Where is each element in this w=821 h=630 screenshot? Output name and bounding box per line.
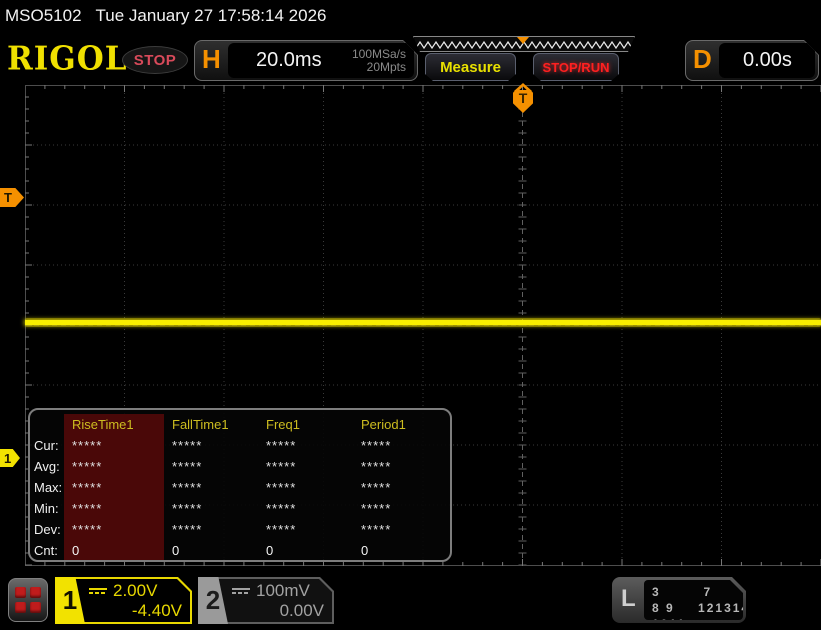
channel2-scale: 100mV — [256, 580, 310, 600]
measurement-value: ***** — [172, 501, 203, 516]
measurement-value: ***** — [361, 480, 392, 495]
run-state-badge[interactable]: STOP — [122, 46, 188, 74]
horizontal-label: H — [202, 44, 221, 74]
trigger-level-marker[interactable]: T — [0, 188, 24, 207]
measurement-value: ***** — [172, 459, 203, 474]
measurement-value: ***** — [266, 501, 297, 516]
measurement-value: ***** — [361, 459, 392, 474]
measurement-header[interactable]: Period1 — [361, 417, 406, 432]
measurement-value: ***** — [361, 501, 392, 516]
measurement-value: ***** — [361, 438, 392, 453]
measurement-row-dev: Dev: ***** ***** ***** ***** — [32, 519, 450, 540]
channel1-trace — [25, 318, 821, 327]
timebase-display[interactable]: 20.0ms 100MSa/s 20Mpts — [228, 43, 414, 78]
memory-position-pointer[interactable] — [517, 37, 529, 44]
measurement-value: ***** — [64, 477, 164, 498]
measurement-row-cnt: Cnt: 0 0 0 0 — [32, 540, 450, 560]
measurement-value: ***** — [172, 480, 203, 495]
measurement-value: 0 — [64, 540, 164, 560]
measurement-row-max: Max: ***** ***** ***** ***** — [32, 477, 450, 498]
measurement-value: ***** — [172, 522, 203, 537]
memory-depth: 20Mpts — [366, 59, 406, 74]
measurement-value: ***** — [266, 522, 297, 537]
channel1-scale: 2.00V — [113, 580, 158, 600]
status-bar: MSO5102 Tue January 27 17:58:14 2026 — [0, 0, 821, 32]
channel2-status-block[interactable]: 2 100mV 0.00V — [198, 577, 334, 624]
digital-channels-0-3: 0 1 2 3 — [652, 569, 689, 599]
digital-channels-4-7: 4 5 6 7 — [703, 569, 741, 599]
acquisition-info: 100MSa/s 20Mpts — [352, 48, 406, 74]
measurement-row-cur: Cur: ***** ***** ***** ***** — [32, 435, 450, 456]
measurement-value: ***** — [64, 519, 164, 540]
row-label: Cnt: — [34, 543, 58, 558]
measurement-row-avg: Avg: ***** ***** ***** ***** — [32, 456, 450, 477]
measurement-value: ***** — [361, 522, 392, 537]
timebase-value: 20.0ms — [256, 49, 322, 71]
measurement-value: ***** — [266, 438, 297, 453]
measurement-header[interactable]: RiseTime1 — [64, 414, 164, 435]
measurement-header[interactable]: Freq1 — [266, 417, 300, 432]
horizontal-timebase-block[interactable]: H 20.0ms 100MSa/s 20Mpts — [194, 40, 418, 81]
digital-channels-12-15: 12131415 — [698, 601, 768, 615]
grid-icon — [15, 587, 41, 613]
dc-coupling-icon — [89, 587, 107, 594]
model-name: MSO5102 — [5, 6, 82, 25]
channel2-values: 100mV 0.00V — [232, 578, 328, 623]
channel1-trace-core — [25, 320, 821, 325]
row-label: Cur: — [34, 438, 59, 453]
measurement-value: ***** — [64, 456, 164, 477]
datetime: Tue January 27 17:58:14 2026 — [95, 6, 327, 25]
row-label: Max: — [34, 480, 63, 495]
digital-channels-8-11: 8 9 1011 — [652, 601, 687, 630]
dc-coupling-icon — [232, 587, 250, 594]
logic-analyzer-label: L — [621, 585, 636, 612]
trigger-position-marker[interactable]: T — [513, 90, 533, 113]
menu-grid-button[interactable] — [8, 578, 48, 622]
measurement-value: ***** — [266, 480, 297, 495]
measurement-value: ***** — [64, 498, 164, 519]
measure-button[interactable]: Measure — [425, 53, 516, 81]
rigol-logo: RIGOL — [7, 40, 128, 78]
measurement-value: ***** — [172, 438, 203, 453]
measurement-value: 0 — [361, 543, 369, 558]
channel2-number-tab[interactable]: 2 — [198, 577, 228, 624]
digital-channel-list: 0 1 2 3 4 5 6 7 8 9 1011 12131415 — [644, 580, 743, 620]
channel1-status-block[interactable]: 1 2.00V -4.40V — [55, 577, 192, 624]
measurement-row-min: Min: ***** ***** ***** ***** — [32, 498, 450, 519]
measurement-value: ***** — [266, 459, 297, 474]
measurement-value: 0 — [172, 543, 180, 558]
row-label: Avg: — [34, 459, 60, 474]
channel2-offset: 0.00V — [279, 600, 324, 620]
logic-analyzer-block[interactable]: L 0 1 2 3 4 5 6 7 8 9 1011 12131415 — [612, 577, 746, 623]
channel1-position-marker[interactable]: 1 — [0, 449, 20, 467]
measurement-table[interactable]: RiseTime1 FallTime1 Freq1 Period1 Cur: *… — [28, 408, 452, 562]
delay-display[interactable]: 0.00s — [719, 43, 815, 78]
measurement-value: 0 — [266, 543, 274, 558]
delay-block[interactable]: D 0.00s — [685, 40, 819, 81]
delay-label: D — [693, 44, 712, 74]
sample-rate: 100MSa/s — [351, 46, 406, 61]
stop-run-button[interactable]: STOP/RUN — [533, 53, 619, 81]
row-label: Min: — [34, 501, 59, 516]
channel1-offset: -4.40V — [131, 600, 182, 620]
row-label: Dev: — [34, 522, 61, 537]
delay-value: 0.00s — [743, 49, 792, 71]
measurement-header-row: RiseTime1 FallTime1 Freq1 Period1 — [32, 414, 450, 435]
measurement-value: ***** — [64, 435, 164, 456]
channel1-values: 2.00V -4.40V — [89, 578, 186, 623]
measurement-header[interactable]: FallTime1 — [172, 417, 229, 432]
